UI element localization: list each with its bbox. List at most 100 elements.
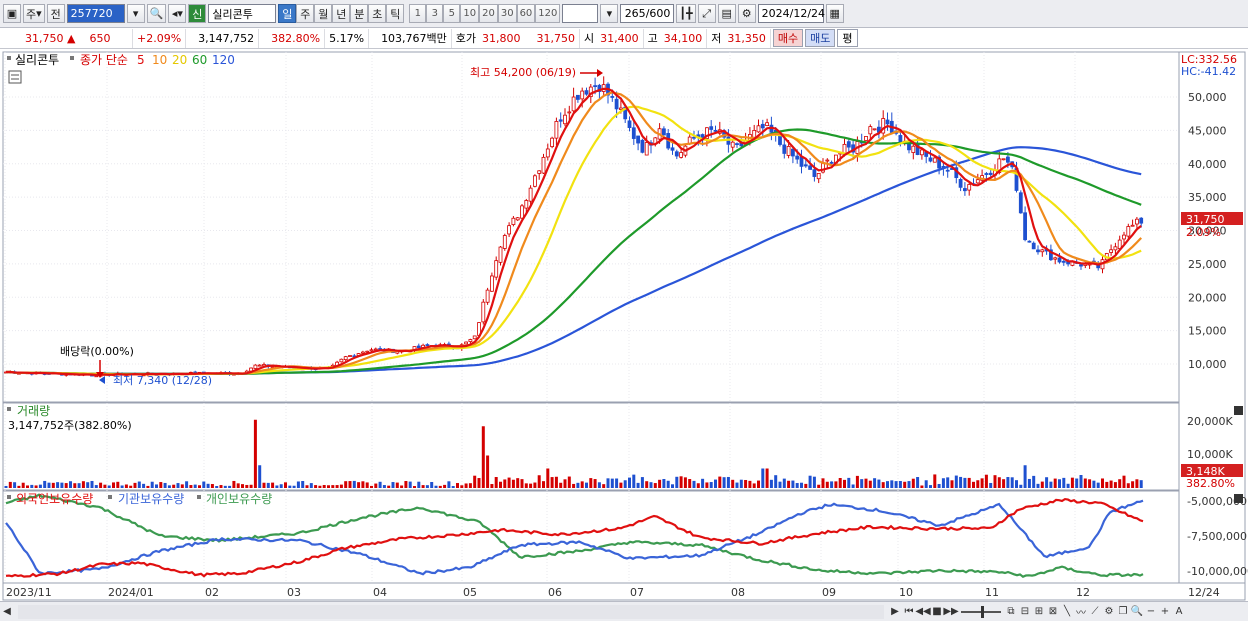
volume-bar bbox=[43, 480, 47, 488]
play-forward-icon[interactable]: ▶▶ bbox=[943, 606, 959, 617]
eval-button[interactable]: 평 bbox=[837, 29, 858, 47]
rewind-icon[interactable]: ⏮ bbox=[904, 606, 914, 617]
period-select[interactable]: 주 ▾ bbox=[23, 4, 45, 23]
volume-bar bbox=[890, 480, 894, 488]
interval-button-3[interactable]: 3 bbox=[426, 4, 444, 23]
speed-slider[interactable] bbox=[961, 605, 1001, 618]
volume-panel[interactable] bbox=[2, 402, 1180, 491]
calendar-icon[interactable]: ▦ bbox=[825, 4, 844, 23]
candle-type-icon[interactable]: ┃╋ bbox=[676, 4, 696, 23]
volume-bar bbox=[124, 484, 128, 488]
candle bbox=[631, 127, 636, 139]
interval-button-20[interactable]: 20 bbox=[479, 4, 498, 23]
period-tab-2[interactable]: 월 bbox=[314, 4, 333, 23]
ruler-icon[interactable]: ⟋ bbox=[1091, 606, 1099, 617]
copy-icon[interactable]: ❐ bbox=[1118, 606, 1128, 617]
sound-icon[interactable]: ◂▾ bbox=[168, 4, 187, 23]
interval-button-10[interactable]: 10 bbox=[460, 4, 480, 23]
volume-bar bbox=[331, 485, 335, 488]
interval-button-1[interactable]: 1 bbox=[409, 4, 427, 23]
stock-code-input[interactable]: 257720 bbox=[66, 4, 125, 23]
gear-icon[interactable]: ⚙ bbox=[737, 4, 756, 23]
volume-bar bbox=[993, 475, 997, 488]
indicator-icon[interactable]: ⊠ bbox=[1048, 606, 1058, 617]
compare-icon[interactable]: ⊟ bbox=[1020, 606, 1030, 617]
zoom-in-icon[interactable]: + bbox=[1160, 606, 1170, 617]
volume-bar bbox=[640, 477, 644, 488]
candle bbox=[730, 141, 735, 148]
candle bbox=[1040, 249, 1045, 253]
volume-panel-close-icon[interactable] bbox=[1234, 406, 1243, 415]
date-input[interactable]: 2024/12/24 bbox=[757, 4, 825, 23]
code-dropdown-icon[interactable]: ▾ bbox=[126, 4, 145, 23]
volume-bar bbox=[812, 476, 816, 488]
candle bbox=[803, 164, 808, 167]
settings-small-icon[interactable]: ⚙ bbox=[1104, 606, 1114, 617]
period-tab-3[interactable]: 년 bbox=[332, 4, 351, 23]
period-tab-4[interactable]: 분 bbox=[350, 4, 369, 23]
volume-bar bbox=[443, 484, 447, 488]
price-tick: 40,000 bbox=[1188, 158, 1227, 171]
buy-button[interactable]: 매수 bbox=[772, 29, 804, 47]
period-tab-0[interactable]: 일 bbox=[278, 4, 297, 23]
play-back-icon[interactable]: ◀◀ bbox=[915, 606, 931, 617]
price-panel[interactable] bbox=[2, 51, 1180, 403]
draw-tool-icon[interactable]: ⤢ bbox=[697, 4, 716, 23]
chart-area[interactable]: 실리콘투 종가 단순 5 10 20 60 120 최고 54,200 (06/… bbox=[0, 50, 1248, 601]
volume-bar bbox=[4, 485, 8, 488]
font-size-icon[interactable]: A bbox=[1175, 606, 1183, 617]
count-input[interactable]: 265/600 bbox=[620, 4, 675, 23]
line-icon[interactable]: ╲ bbox=[1063, 606, 1071, 617]
candle bbox=[567, 111, 572, 114]
price-tick: 45,000 bbox=[1188, 124, 1227, 137]
interval-button-30[interactable]: 30 bbox=[497, 4, 517, 23]
interval-button-120[interactable]: 120 bbox=[535, 4, 561, 23]
candle bbox=[812, 169, 817, 177]
speed-slider-handle[interactable] bbox=[981, 605, 984, 618]
scroll-track[interactable] bbox=[18, 604, 884, 619]
custom-interval-input[interactable] bbox=[562, 4, 599, 23]
calculator-icon[interactable] bbox=[8, 70, 22, 84]
interval-dropdown-icon[interactable]: ▾ bbox=[600, 4, 619, 23]
volume-bar bbox=[1036, 483, 1040, 488]
prev-button[interactable]: 전 bbox=[46, 4, 65, 23]
volume-bar bbox=[585, 482, 588, 488]
stop-icon[interactable]: ■ bbox=[932, 606, 942, 617]
period-tab-5[interactable]: 초 bbox=[368, 4, 387, 23]
volume-bar bbox=[481, 426, 485, 488]
candle bbox=[1031, 242, 1036, 250]
zoom-icon[interactable]: 🔍 bbox=[1130, 606, 1144, 617]
candle bbox=[713, 129, 718, 132]
search-icon[interactable]: 🔍 bbox=[146, 4, 167, 23]
save-icon[interactable]: ▤ bbox=[717, 4, 736, 23]
window-menu-icon[interactable]: ▣ bbox=[3, 4, 21, 23]
candle bbox=[1027, 240, 1032, 243]
interval-button-5[interactable]: 5 bbox=[443, 4, 461, 23]
holding-panel-close-icon[interactable] bbox=[1234, 494, 1243, 503]
holding-panel[interactable] bbox=[2, 490, 1180, 584]
candle bbox=[864, 136, 868, 141]
volume-bar bbox=[107, 485, 111, 488]
volume-bar bbox=[159, 482, 163, 488]
period-tab-6[interactable]: 틱 bbox=[386, 4, 405, 23]
volume-bar bbox=[17, 485, 21, 488]
zoom-out-icon[interactable]: − bbox=[1146, 606, 1156, 617]
holding-tick-7.5m: -7,500,000 bbox=[1187, 530, 1247, 543]
layout-icon[interactable]: ⧉ bbox=[1007, 606, 1015, 617]
period-tab-1[interactable]: 주 bbox=[296, 4, 315, 23]
grid-icon[interactable]: ⊞ bbox=[1034, 606, 1044, 617]
volume-bar bbox=[658, 479, 662, 488]
sell-button[interactable]: 매도 bbox=[805, 29, 836, 47]
wave-icon[interactable]: 〰 bbox=[1076, 608, 1086, 619]
period-label: 주 bbox=[26, 7, 37, 21]
candle bbox=[760, 123, 765, 129]
stock-name-field[interactable]: 실리콘투 bbox=[208, 4, 277, 23]
lc-value: LC:332.56 bbox=[1181, 53, 1237, 66]
scroll-left-icon[interactable]: ◀ bbox=[3, 606, 11, 617]
volume-bar bbox=[1010, 477, 1014, 488]
scroll-right-icon[interactable]: ▶ bbox=[891, 606, 899, 617]
candle bbox=[735, 143, 739, 146]
interval-button-60[interactable]: 60 bbox=[516, 4, 536, 23]
volume-bar bbox=[537, 475, 541, 488]
candle bbox=[339, 358, 344, 363]
